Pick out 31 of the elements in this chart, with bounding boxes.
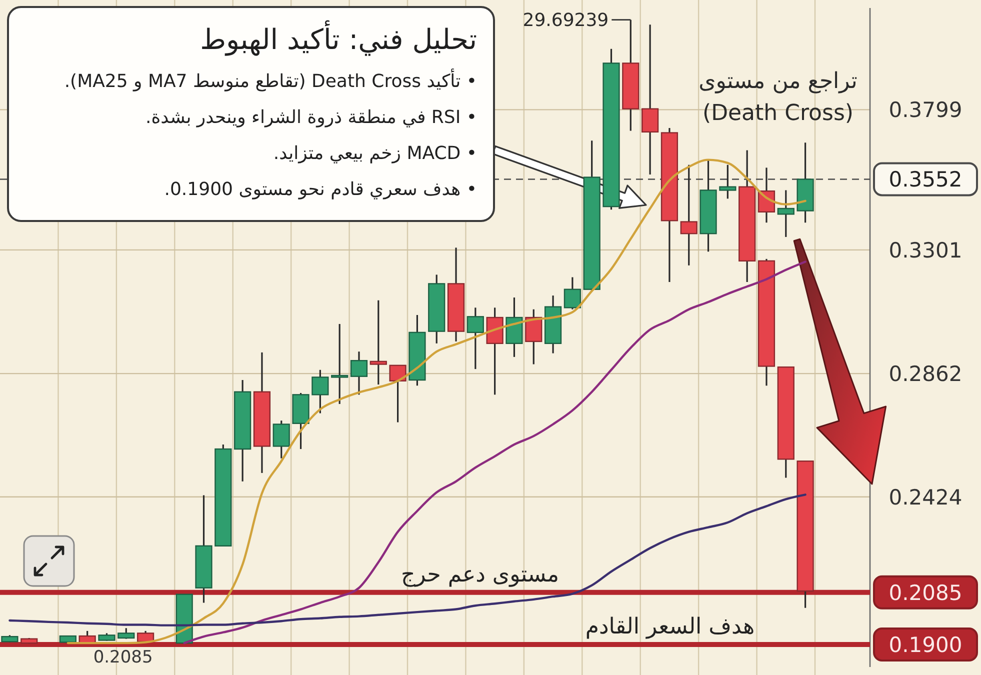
annotation: هدف السعر القادم (585, 614, 755, 640)
candlestick (525, 308, 542, 366)
ref-line-label: 0.1900 (888, 632, 962, 657)
ref-line-label: 0.2085 (888, 580, 962, 605)
candlestick (312, 369, 329, 414)
candlestick (642, 24, 659, 176)
annotation: 0.2085 (93, 648, 153, 668)
candlestick (466, 306, 484, 370)
candlestick (272, 420, 290, 460)
candlestick (719, 164, 736, 200)
line-series (183, 260, 806, 644)
ref-line-label: 0.3552 (888, 168, 962, 192)
candlestick (389, 364, 406, 424)
candlestick (564, 276, 581, 310)
annotation: • MACD زخم بيعي متزايد. (272, 142, 477, 166)
y-tick-label: 0.3301 (888, 238, 962, 262)
annotation: • تأكيد Death Cross (تقاطع منوسط MA7 و MA25). (63, 68, 477, 94)
y-tick-label: 0.3799 (888, 98, 962, 122)
text: تحليل فني: تأكيد الهبوط (199, 20, 477, 58)
annotation: 29.69239 (522, 10, 609, 31)
candlestick (118, 627, 135, 640)
candlestick (680, 164, 698, 266)
annotation: مستوى دعم حرج (400, 562, 560, 588)
candlestick (331, 323, 348, 405)
y-tick-label: 0.2862 (888, 362, 962, 386)
candlestick (777, 189, 794, 238)
annotation: • هدف سعري قادم نحو مستوى 0.1900. (163, 178, 477, 202)
y-tick-label: 0.2424 (888, 485, 962, 510)
candlestick (350, 350, 368, 396)
candlestick (370, 300, 387, 386)
annotation: • RSI في منطقة ذروة الشراء وينحدر بشدة. (144, 106, 477, 130)
